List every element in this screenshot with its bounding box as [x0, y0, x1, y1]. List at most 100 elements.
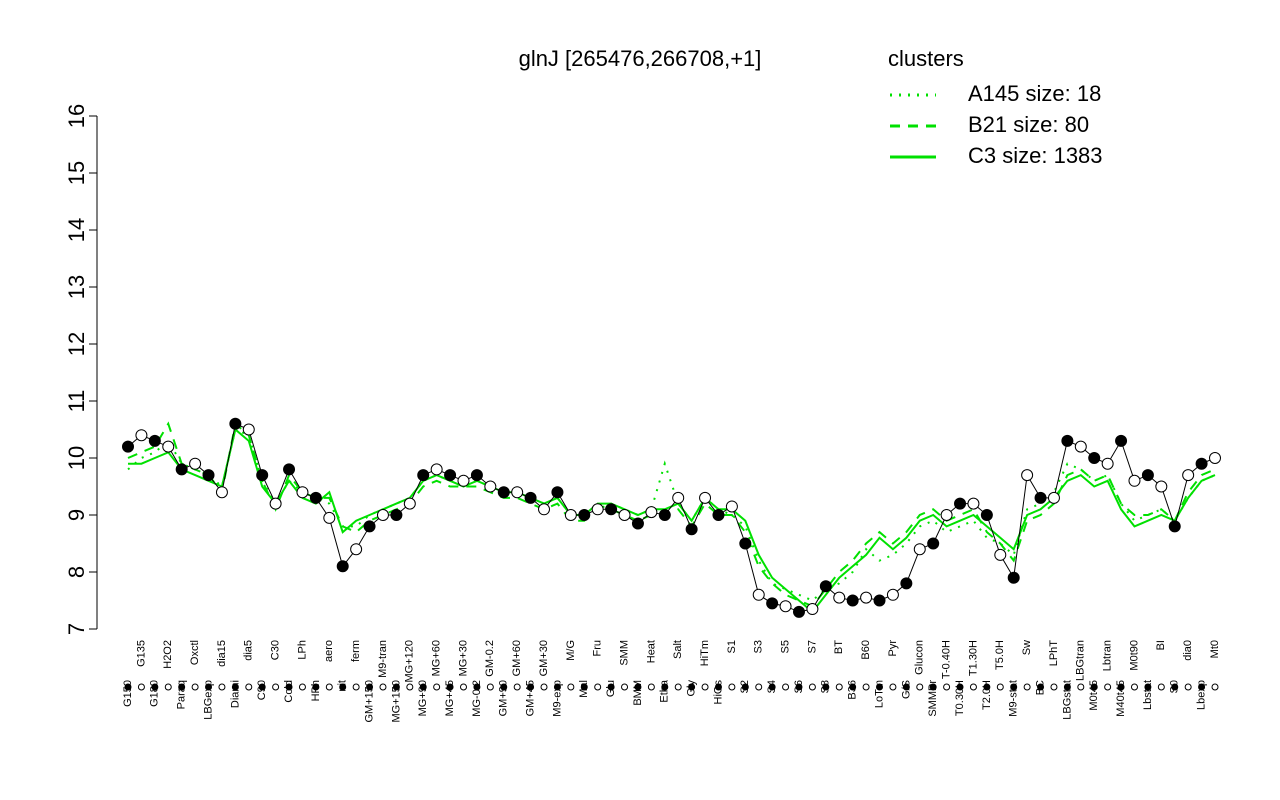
x-tick-dot	[1077, 683, 1085, 691]
point	[833, 591, 846, 604]
x-tick-label: dia15	[216, 640, 228, 667]
y-tick-label: 9	[64, 509, 89, 521]
x-tick-label: MG+45	[444, 680, 456, 716]
point	[215, 486, 228, 499]
x-tick-dot	[218, 683, 226, 691]
x-tick-dot	[1184, 683, 1192, 691]
x-tick-label: dia0	[1182, 640, 1194, 661]
point	[1115, 434, 1128, 447]
x-tick-label: GM+45	[524, 680, 536, 716]
x-tick-dot	[701, 683, 709, 691]
x-tick-dot	[567, 683, 575, 691]
cluster-line	[127, 421, 1216, 608]
point	[658, 509, 671, 521]
x-tick-dot	[822, 683, 830, 691]
point	[860, 591, 873, 604]
x-tick-dot	[916, 683, 924, 691]
x-tick-label: GM+150	[363, 680, 375, 723]
point	[457, 474, 470, 487]
point	[202, 469, 215, 482]
x-tick-label: Fru	[592, 640, 604, 657]
x-tick-label: B36	[847, 680, 859, 700]
x-tick-dot	[366, 683, 374, 691]
x-tick-label: Paraq	[176, 680, 188, 709]
point	[444, 469, 457, 482]
y-tick-label: 7	[64, 623, 89, 635]
point	[846, 594, 859, 607]
x-tick-label: Lbstat	[1142, 680, 1154, 710]
x-tick-dot	[688, 683, 696, 691]
x-tick-dot	[178, 683, 186, 691]
x-tick-dot	[1010, 683, 1018, 691]
x-tick-dot	[312, 683, 320, 691]
point	[913, 543, 926, 556]
x-tick-label: LBGexp	[202, 680, 214, 720]
point	[1168, 520, 1181, 533]
x-tick-label: Mal	[578, 680, 590, 698]
point	[819, 580, 832, 593]
x-tick-label: T5.0H	[994, 640, 1006, 670]
x-tick-label: SMM	[618, 640, 630, 666]
x-tick-label: LoTm	[873, 680, 885, 708]
x-tick-dot	[1090, 683, 1098, 691]
x-tick-dot	[540, 683, 548, 691]
x-tick-label: BI	[1155, 640, 1167, 650]
x-tick-label: MG+90	[417, 680, 429, 716]
x-tick-label: aero	[323, 640, 335, 662]
x-tick-dot	[553, 683, 561, 691]
x-tick-dot	[486, 683, 494, 691]
x-tick-dot	[728, 683, 736, 691]
x-tick-label: LBGtran	[1075, 640, 1087, 681]
x-tick-dot	[902, 683, 910, 691]
x-tick-dot	[956, 683, 964, 691]
x-tick-label: S8	[820, 680, 832, 693]
y-tick-label: 10	[64, 446, 89, 470]
x-tick-dot	[191, 683, 199, 691]
point	[1209, 452, 1221, 464]
point	[739, 537, 752, 550]
point	[1007, 571, 1020, 584]
x-tick-dot	[1117, 683, 1125, 691]
x-tick-dot	[513, 683, 521, 691]
legend-label: A145 size: 18	[968, 81, 1101, 106]
x-tick-dot	[500, 683, 508, 691]
x-tick-label: Mt0	[1209, 640, 1221, 658]
x-tick-dot	[1144, 683, 1152, 691]
x-tick-dot	[808, 683, 816, 691]
point	[873, 594, 886, 607]
x-tick-dot	[714, 683, 722, 691]
point	[886, 588, 899, 601]
x-tick-dot	[473, 683, 481, 691]
x-tick-dot	[1198, 683, 1206, 691]
y-tick-label: 12	[64, 332, 89, 356]
x-tick-dot	[741, 683, 749, 691]
x-tick-dot	[607, 683, 615, 691]
x-tick-dot	[325, 683, 333, 691]
point	[712, 509, 725, 521]
y-tick-label: 15	[64, 161, 89, 185]
point	[336, 560, 349, 573]
x-tick-dot	[621, 683, 629, 691]
x-tick-dot	[1171, 683, 1179, 691]
x-tick-label: LPhT	[1048, 640, 1060, 667]
x-tick-dot	[339, 683, 347, 691]
point	[564, 509, 577, 521]
point	[645, 506, 658, 519]
x-tick-label: Heat	[645, 640, 657, 663]
x-tick-label: dia5	[243, 640, 255, 661]
x-tick-dot	[1063, 683, 1071, 691]
x-tick-label: S0	[1169, 680, 1181, 693]
point	[578, 509, 591, 521]
point	[779, 600, 792, 613]
x-tick-label: HiTm	[699, 640, 711, 666]
point	[256, 469, 269, 482]
x-tick-label: S1	[726, 640, 738, 653]
legend-label: C3 size: 1383	[968, 143, 1103, 168]
legend-label: B21 size: 80	[968, 112, 1089, 137]
point	[283, 463, 296, 476]
point	[1182, 469, 1195, 482]
point	[685, 523, 698, 536]
y-tick-label: 14	[64, 218, 89, 242]
x-tick-label: G/S	[900, 680, 912, 699]
